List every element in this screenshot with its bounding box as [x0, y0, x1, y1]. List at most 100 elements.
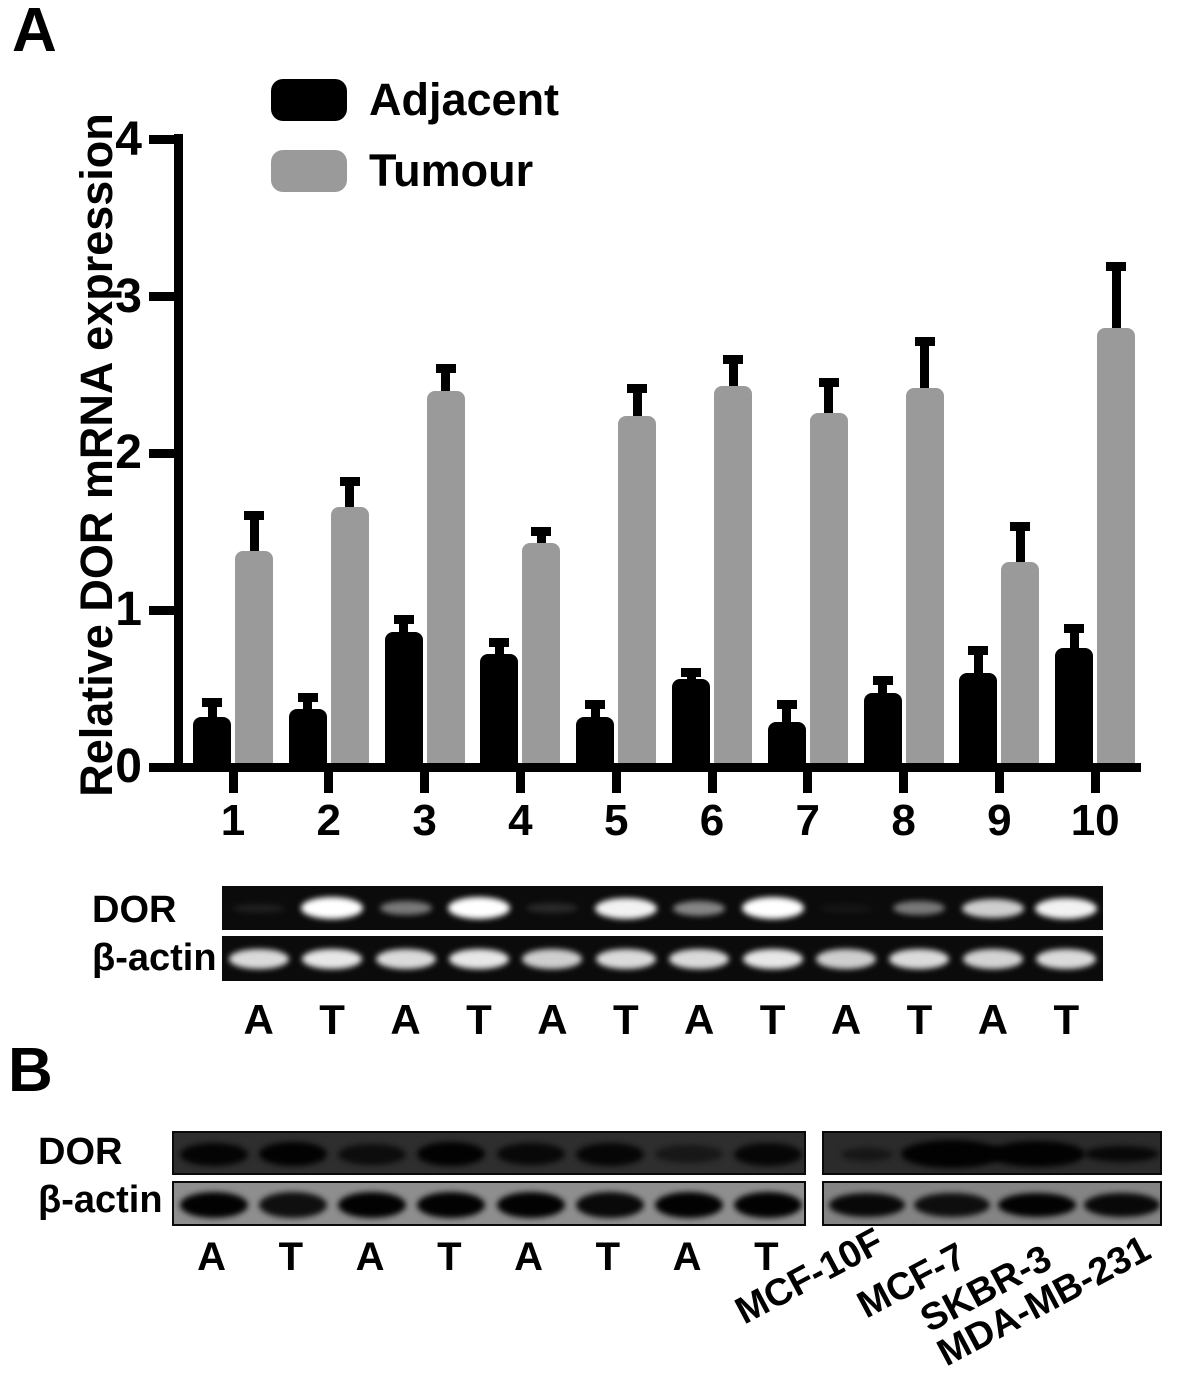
y-tick-label: 3 [115, 269, 142, 323]
error-bar-stem-tumour-2 [345, 476, 355, 521]
error-bar-cap-adjacent-1 [202, 698, 222, 707]
gel-a-lane-label: T [466, 996, 492, 1043]
blot-right-actin [822, 1181, 1162, 1226]
error-bar-cap-adjacent-8 [872, 676, 893, 686]
x-tick-label: 7 [795, 796, 821, 845]
legend-label-adjacent: Adjacent [369, 74, 560, 125]
gel-band [379, 901, 432, 915]
gel-band [741, 897, 804, 919]
gel-band [962, 948, 1023, 969]
error-bar-cap-adjacent-7 [776, 699, 797, 709]
panel-b-label: B [8, 1036, 54, 1105]
bar-tumour-2 [330, 506, 369, 769]
blot-band [988, 1141, 1085, 1167]
bar-tumour-4 [522, 542, 561, 769]
bar-adjacent-5 [576, 716, 615, 769]
legend-label-tumour: Tumour [369, 145, 534, 196]
bar-adjacent-9 [959, 672, 998, 769]
x-tick-label: 8 [891, 796, 916, 845]
x-tick-label: 9 [987, 796, 1012, 845]
gel-band [1036, 948, 1097, 969]
error-bar-stem-tumour-9 [1015, 522, 1025, 576]
bar-tumour-7 [809, 412, 848, 769]
blot-band [655, 1191, 724, 1218]
error-bar-stem-tumour-10 [1111, 262, 1121, 342]
bar-tumour-5 [618, 415, 657, 769]
bar-tumour-1 [235, 550, 273, 769]
bar-adjacent-3 [384, 632, 423, 769]
bar-adjacent-4 [480, 654, 519, 769]
error-bar-stem-adjacent-4 [494, 638, 504, 669]
gel-a-lane-label: A [830, 996, 862, 1043]
blot-band [258, 1191, 327, 1218]
error-bar-cap-tumour-10 [1106, 262, 1127, 272]
gel-band [447, 897, 510, 919]
panel-b-row-label-dor: DOR [38, 1131, 123, 1173]
blot-band [179, 1142, 248, 1166]
x-tick [420, 771, 430, 793]
gel-band [1035, 897, 1098, 919]
error-bar-cap-adjacent-10 [1064, 624, 1085, 634]
gel-a-row-label-dor: DOR [92, 889, 177, 931]
gel-band [889, 948, 950, 969]
error-bar-stem-adjacent-7 [782, 699, 792, 736]
x-tick-label: 4 [508, 796, 533, 845]
gel-band [375, 948, 436, 969]
gel-band [961, 898, 1024, 918]
bar-tumour-10 [1097, 327, 1136, 769]
error-bar-stem-adjacent-8 [878, 676, 888, 708]
panel-b-lane-label: T [437, 1235, 462, 1279]
legend-swatch-adjacent [271, 79, 347, 121]
blot-right-dor [822, 1131, 1162, 1175]
y-tick [149, 762, 175, 772]
gel-a-lane-label: T [906, 996, 933, 1043]
gel-a-row-label-actin: β-actin [92, 937, 217, 979]
blot-band [496, 1191, 565, 1218]
bar-adjacent-10 [1055, 647, 1094, 769]
x-axis-line [174, 763, 1141, 772]
y-tick-label: 1 [115, 583, 142, 637]
bar-adjacent-8 [863, 693, 902, 769]
gel-band [673, 900, 726, 916]
error-bar-stem-adjacent-2 [303, 693, 313, 723]
blot-band [417, 1142, 486, 1166]
panel-a-label: A [12, 0, 58, 65]
bar-tumour-6 [714, 385, 752, 769]
y-tick-label: 4 [115, 112, 142, 166]
panel-b-lane-label: A [355, 1235, 385, 1279]
gel-band [595, 948, 656, 969]
gel-a-lane-label: T [759, 996, 786, 1043]
error-bar-cap-tumour-4 [531, 527, 552, 537]
error-bar-stem-tumour-4 [536, 527, 546, 557]
x-tick [515, 771, 525, 793]
blot-left-actin [172, 1181, 806, 1226]
blot-band [1083, 1192, 1160, 1217]
error-bar-cap-adjacent-6 [681, 668, 701, 678]
error-bar-stem-adjacent-10 [1069, 624, 1079, 662]
gel-band [526, 903, 579, 913]
bar-adjacent-2 [288, 708, 327, 769]
x-tick [228, 771, 238, 793]
panel-b-lane-label: A [514, 1235, 544, 1279]
error-bar-cap-tumour-5 [627, 384, 648, 394]
gel-band [228, 948, 289, 969]
panel-b-lane-label: A [197, 1235, 227, 1279]
panel-b-row-label-actin: β-actin [38, 1179, 163, 1221]
gel-a-lane-label: A [977, 996, 1009, 1043]
blot-band [913, 1192, 990, 1217]
error-bar-cap-tumour-8 [914, 337, 935, 347]
error-bar-cap-tumour-2 [339, 476, 360, 486]
y-axis-line [174, 134, 183, 771]
x-tick [899, 771, 909, 793]
error-bar-stem-adjacent-1 [207, 698, 217, 731]
x-tick [707, 771, 717, 793]
blot-band [840, 1147, 893, 1161]
error-bar-cap-adjacent-9 [968, 646, 989, 656]
bar-adjacent-7 [767, 721, 806, 769]
gel-a-lane-label: T [1053, 996, 1080, 1043]
blot-band [179, 1191, 248, 1218]
blot-band [734, 1191, 803, 1218]
error-bar-stem-tumour-6 [728, 354, 738, 400]
gel-band [232, 903, 285, 913]
gel-band [816, 948, 877, 969]
